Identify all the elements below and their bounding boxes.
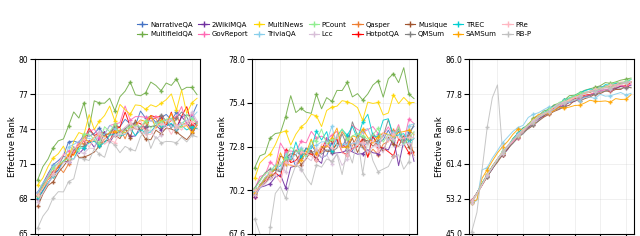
Y-axis label: Effective Rank: Effective Rank: [8, 116, 17, 177]
Y-axis label: Effective Rank: Effective Rank: [218, 116, 227, 177]
Legend: NarrativeQA, MultifieldQA, 2WikiMQA, GovReport, MultiNews, TriviaQA, PCount, Lcc: NarrativeQA, MultifieldQA, 2WikiMQA, Gov…: [135, 19, 534, 39]
Y-axis label: Effective Rank: Effective Rank: [435, 116, 444, 177]
